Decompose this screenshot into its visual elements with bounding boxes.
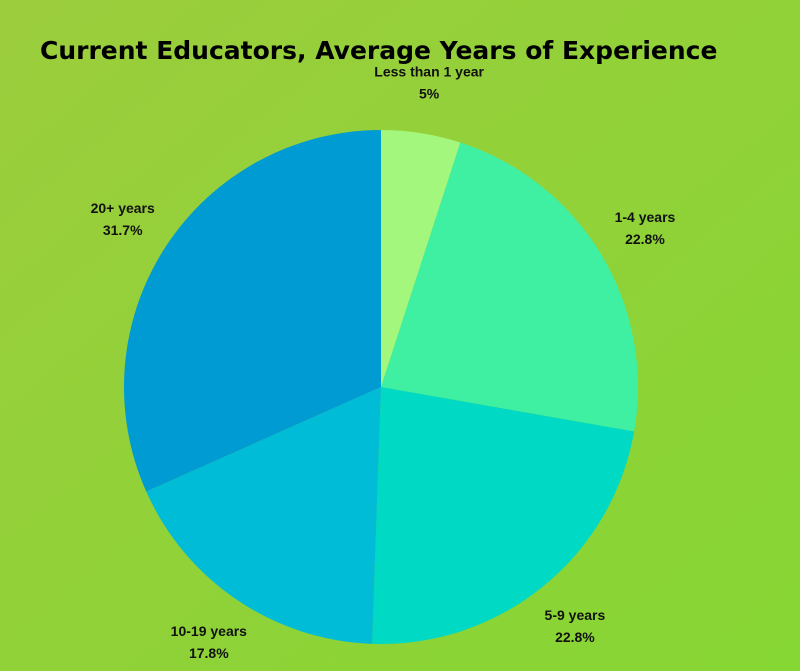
pie (123, 130, 638, 644)
slice-value-label: 17.8% (189, 645, 229, 661)
pie-slice (123, 130, 381, 492)
slice-label: Less than 1 year (374, 63, 484, 79)
slice-label: 1-4 years (615, 209, 676, 225)
slice-label: 20+ years (91, 200, 155, 216)
pie-slice (381, 130, 461, 387)
pie-slice (146, 387, 381, 644)
slice-value-label: 22.8% (555, 629, 595, 645)
slice-value-label: 22.8% (625, 231, 665, 247)
slice-label: 10-19 years (171, 623, 248, 639)
chart-title: Current Educators, Average Years of Expe… (40, 36, 717, 65)
slice-value-label: 31.7% (103, 222, 143, 238)
pie-slice (372, 387, 635, 644)
slice-label: 5-9 years (545, 607, 606, 623)
slice-value-label: 5% (419, 85, 440, 101)
pie-slice (381, 142, 638, 432)
